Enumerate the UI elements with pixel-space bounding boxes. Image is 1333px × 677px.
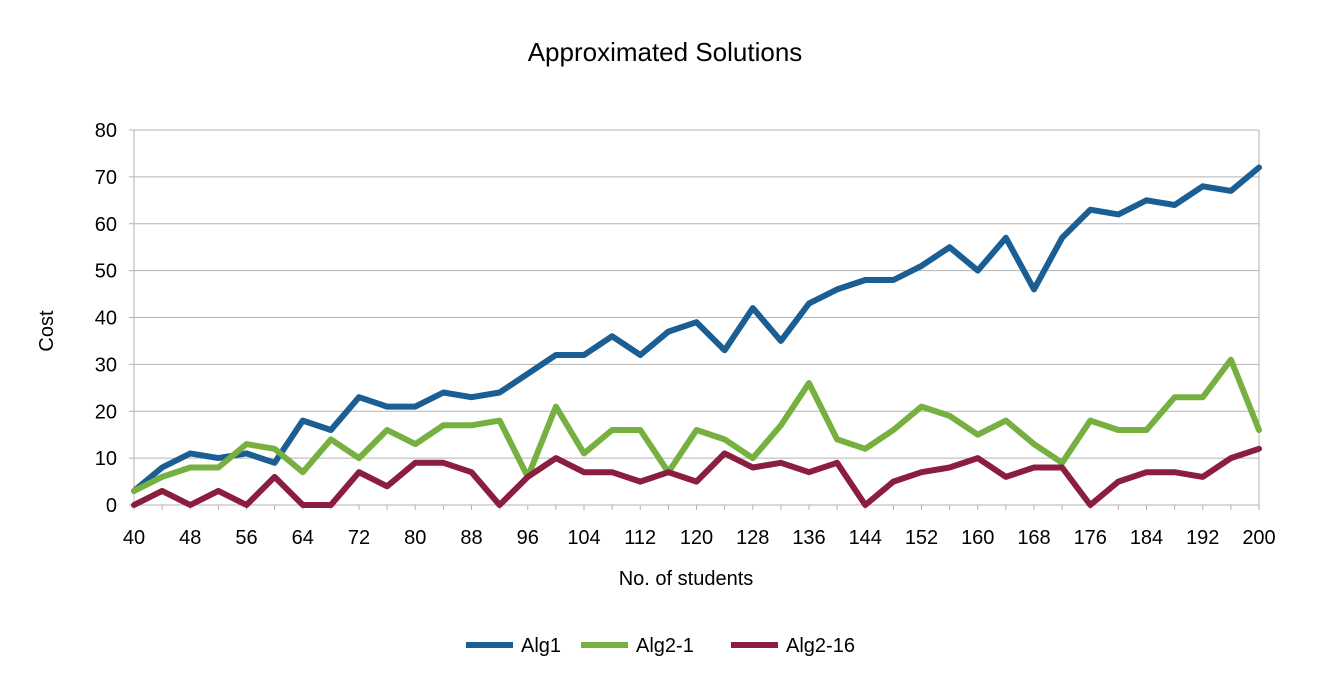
- x-tick-labels: 40 48 56 64 72 80 88 96 104 112 120 128 136 144 152 160…: [123, 527, 1276, 549]
- x-tick-label: 40: [123, 527, 145, 549]
- x-tick-label: 168: [1017, 527, 1050, 549]
- x-tick-label: 112: [624, 527, 656, 549]
- x-tick-label: 120: [680, 527, 713, 549]
- legend-item-alg1: Alg1: [466, 635, 561, 657]
- series-line-alg2-16: [131, 445, 1262, 508]
- x-tick-label: 184: [1130, 527, 1163, 549]
- legend-item-alg2-16: Alg2-16: [731, 635, 855, 657]
- x-axis-title: No. of students: [619, 568, 754, 590]
- y-tick-labels: 0 10 20 30 40 50 60 70 80: [95, 120, 117, 517]
- grid-lines: [134, 129, 1259, 506]
- x-tick-label: 104: [567, 527, 600, 549]
- y-tick-label: 20: [95, 401, 117, 423]
- series-line-alg2-1: [131, 356, 1262, 494]
- legend-label: Alg2-1: [636, 635, 694, 657]
- x-tick-label: 96: [517, 527, 539, 549]
- x-tick-label: 160: [961, 527, 994, 549]
- y-tick-label: 70: [95, 167, 117, 189]
- x-tick-label: 152: [905, 527, 938, 549]
- y-tick-label: 60: [95, 214, 117, 236]
- y-axis-title: Cost: [36, 310, 58, 352]
- series-line-alg1: [131, 164, 1262, 494]
- legend-label: Alg1: [521, 635, 561, 657]
- x-tick-label: 88: [460, 527, 482, 549]
- x-tick-label: 80: [404, 527, 426, 549]
- y-tick-label: 50: [95, 261, 117, 283]
- x-tick-label: 200: [1242, 527, 1275, 549]
- x-tick-label: 56: [235, 527, 257, 549]
- y-tick-label: 30: [95, 354, 117, 376]
- chart-title: Approximated Solutions: [528, 37, 803, 67]
- y-tick-label: 0: [106, 495, 117, 517]
- x-tick-label: 176: [1074, 527, 1107, 549]
- y-tick-label: 80: [95, 120, 117, 142]
- x-tick-label: 128: [736, 527, 769, 549]
- series-lines: [131, 164, 1262, 508]
- y-tick-label: 40: [95, 308, 117, 330]
- x-tick-label: 48: [179, 527, 201, 549]
- x-tick-label: 192: [1186, 527, 1219, 549]
- y-tick-label: 10: [95, 448, 117, 470]
- legend-item-alg2-1: Alg2-1: [581, 635, 694, 657]
- x-tick-label: 136: [792, 527, 825, 549]
- x-tick-label: 64: [292, 527, 314, 549]
- legend: Alg1 Alg2-1 Alg2-16: [466, 635, 855, 657]
- x-tick-label: 144: [849, 527, 882, 549]
- x-tick-label: 72: [348, 527, 370, 549]
- legend-label: Alg2-16: [786, 635, 855, 657]
